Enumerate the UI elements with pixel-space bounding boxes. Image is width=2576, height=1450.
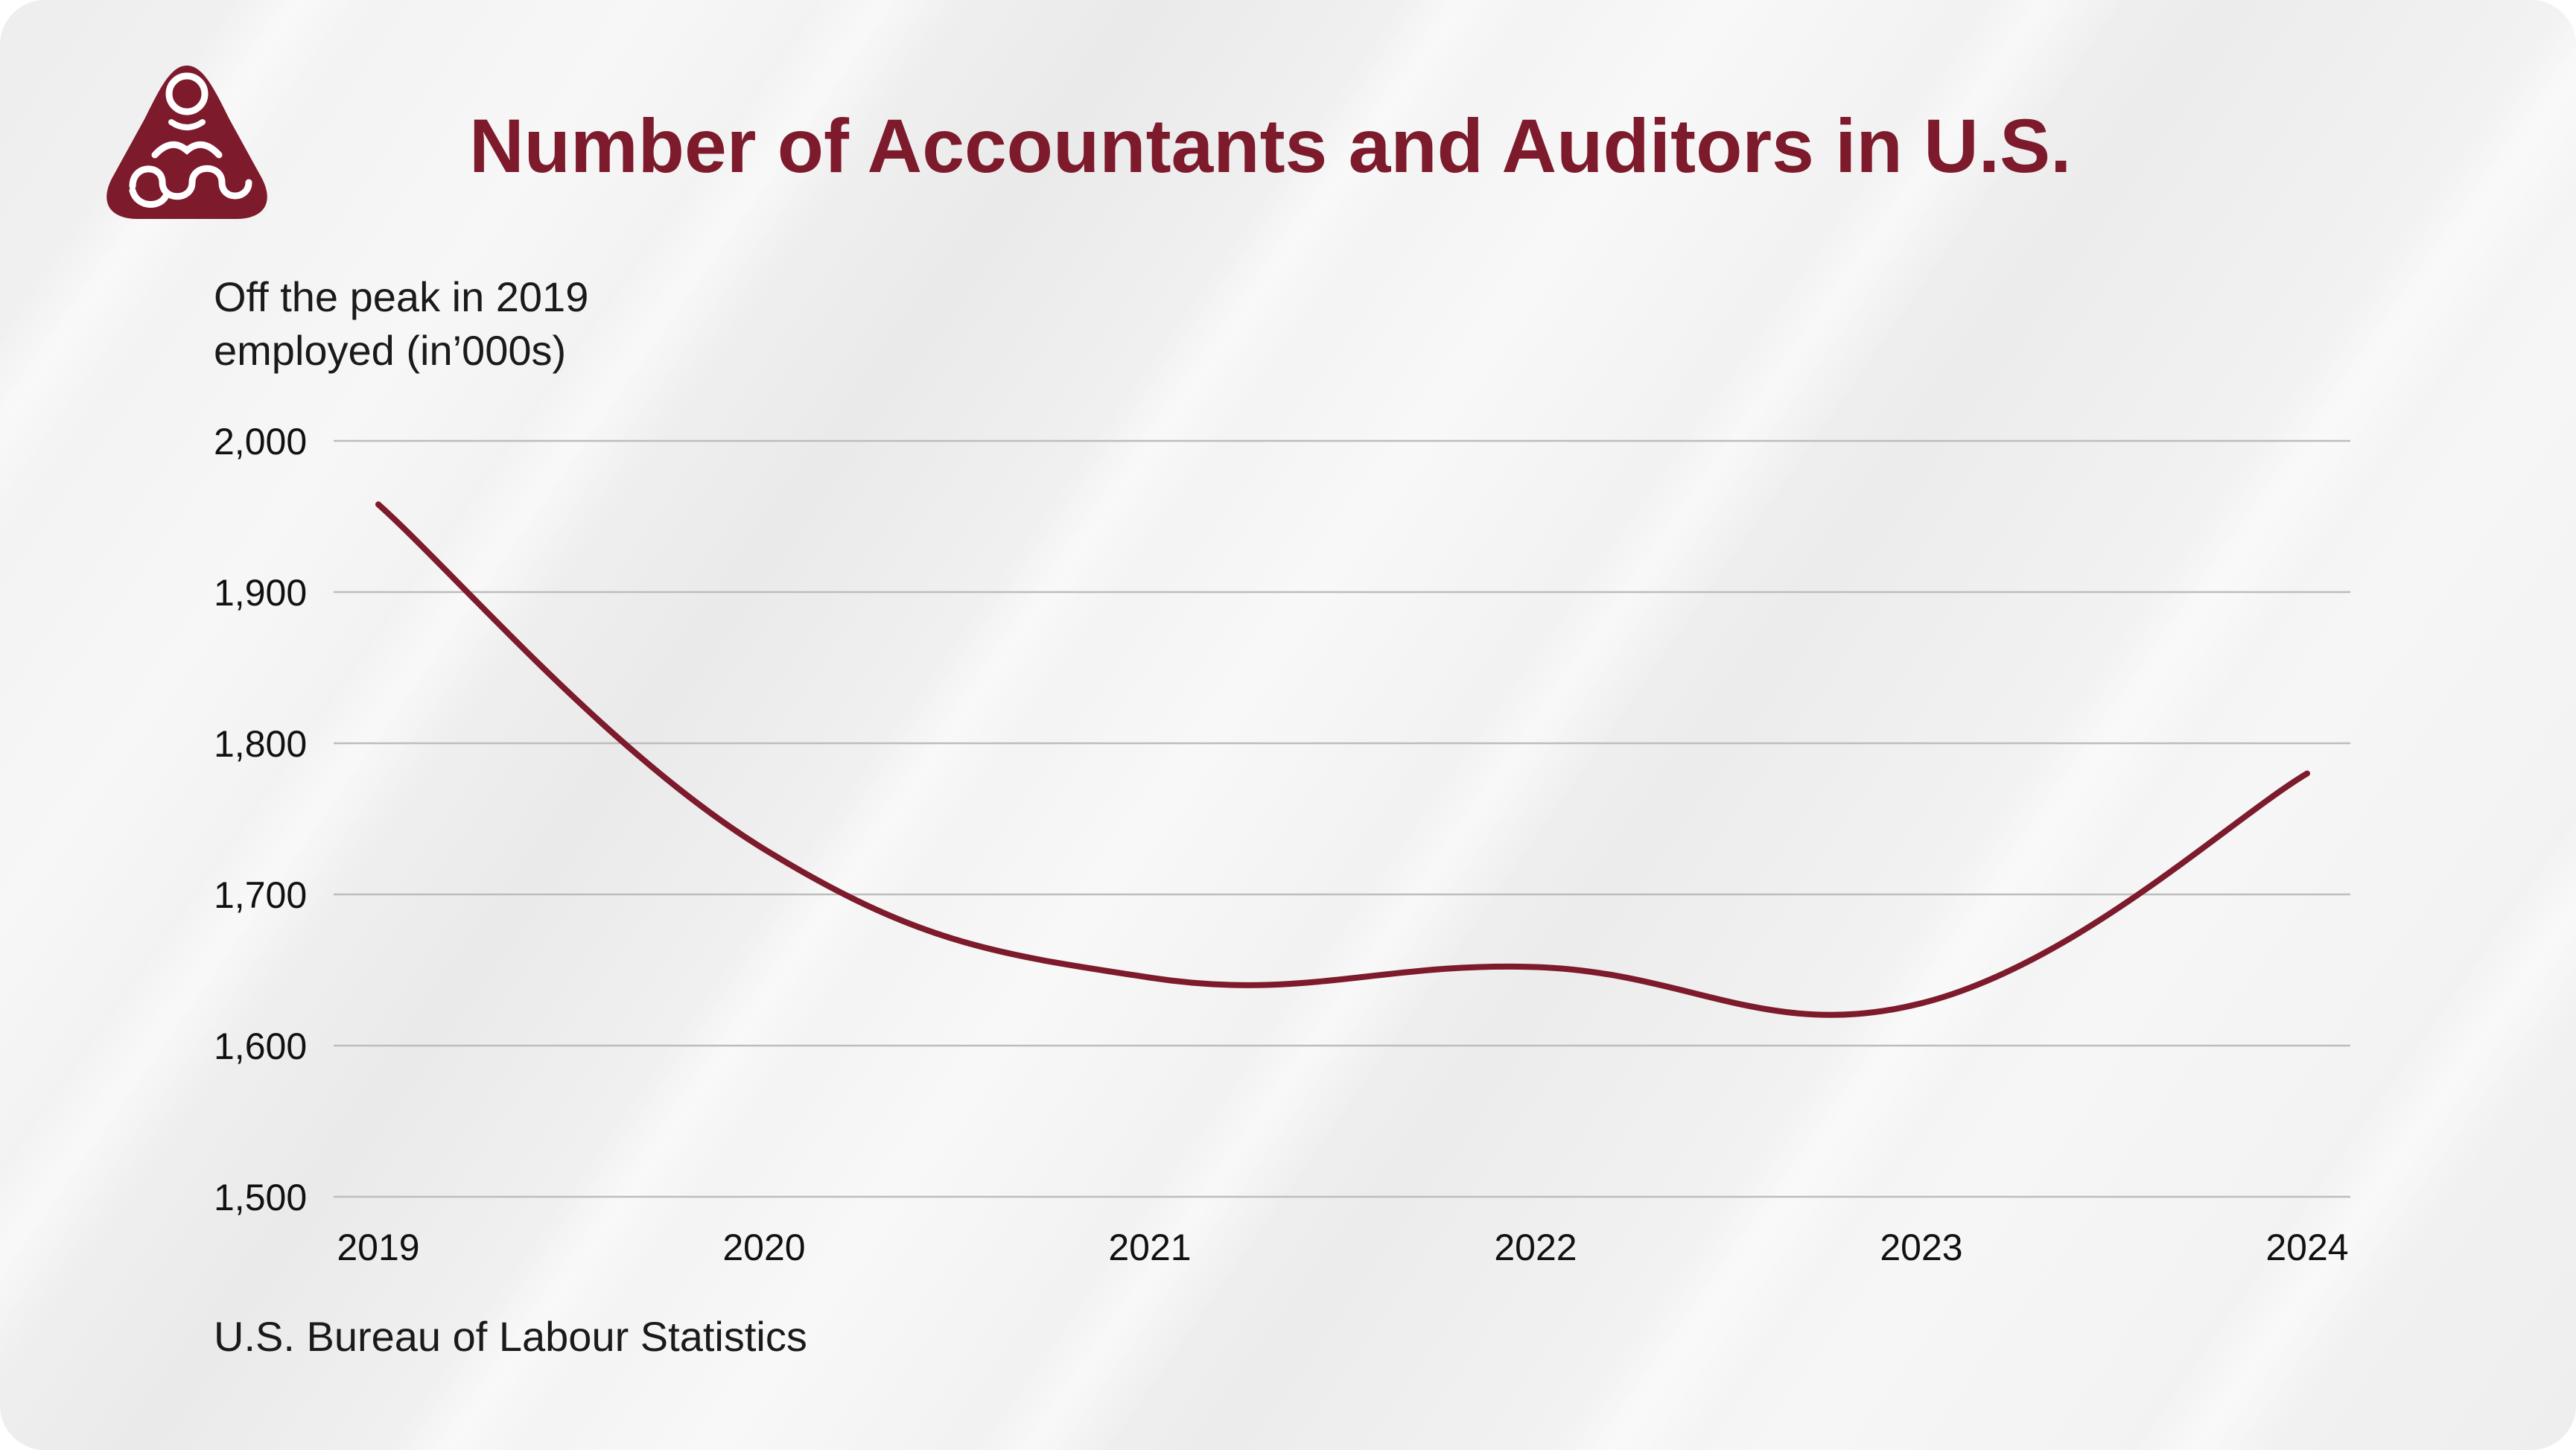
x-axis-ticks: 2019 2020 2021 2022 2023 2024 — [337, 1227, 2348, 1268]
y-tick-label: 1,500 — [214, 1177, 307, 1218]
series-line-0 — [375, 501, 2310, 1018]
source-note: U.S. Bureau of Labour Statistics — [214, 1313, 807, 1360]
y-tick-label: 1,700 — [214, 874, 307, 916]
y-axis-ticks: 2,000 1,900 1,800 1,700 1,600 1,500 — [214, 421, 307, 1218]
y-tick-label: 1,600 — [214, 1026, 307, 1067]
y-tick-label: 1,900 — [214, 572, 307, 614]
x-tick-label: 2022 — [1494, 1227, 1577, 1268]
chart-subtitle-line-2: employed (in’000s) — [214, 327, 567, 374]
y-tick-label: 2,000 — [214, 421, 307, 462]
x-tick-label: 2023 — [1880, 1227, 1962, 1268]
series-lines — [375, 501, 2310, 1018]
x-tick-label: 2020 — [722, 1227, 805, 1268]
chart-subtitle-line-1: Off the peak in 2019 — [214, 273, 589, 320]
chart-title: Number of Accountants and Auditors in U.… — [469, 104, 2072, 188]
x-tick-label: 2021 — [1108, 1227, 1191, 1268]
reader-logo-icon — [106, 66, 267, 219]
y-tick-label: 1,800 — [214, 723, 307, 765]
gridlines — [334, 439, 2350, 1198]
x-tick-label: 2024 — [2265, 1227, 2348, 1268]
x-tick-label: 2019 — [337, 1227, 419, 1268]
